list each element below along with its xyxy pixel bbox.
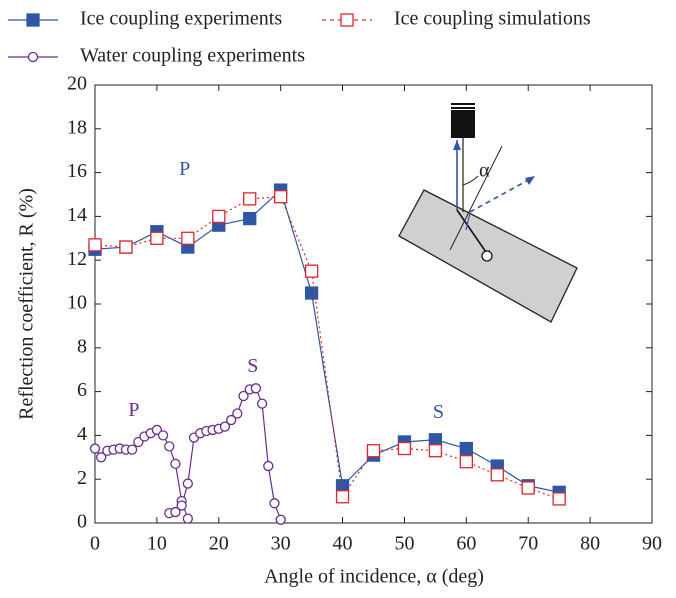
- data-point: [366, 444, 381, 458]
- y-tick-label: 6: [77, 379, 87, 401]
- y-tick-label: 14: [67, 204, 87, 226]
- legend-label: Ice coupling simulations: [394, 8, 591, 30]
- data-point: [88, 238, 102, 252]
- data-point: [269, 498, 280, 509]
- x-tick-label: 10: [147, 533, 167, 555]
- series-line: [94, 387, 282, 520]
- data-point: [250, 383, 262, 394]
- data-point: [182, 478, 193, 489]
- data-point: [275, 514, 286, 525]
- data-point: [335, 490, 350, 504]
- data-point: [232, 408, 243, 419]
- annotation: S: [433, 401, 444, 423]
- legend-marker: [340, 13, 354, 27]
- annotation: P: [128, 399, 139, 421]
- data-point: [170, 506, 181, 518]
- y-tick-label: 4: [77, 423, 87, 445]
- annotation: P: [179, 158, 190, 180]
- legend-label: Water coupling experiments: [80, 45, 305, 67]
- data-point: [521, 481, 535, 495]
- data-point: [164, 441, 175, 452]
- data-point: [181, 231, 195, 245]
- data-point: [304, 264, 319, 278]
- data-point: [96, 452, 107, 463]
- annotation: S: [247, 355, 258, 377]
- data-point: [243, 211, 257, 226]
- inset-diagram: α: [398, 103, 578, 323]
- x-axis-label: Angle of incidence, α (deg): [264, 566, 484, 588]
- legend-marker: [27, 51, 39, 63]
- data-point: [150, 231, 164, 245]
- x-tick-label: 20: [209, 533, 229, 555]
- data-point: [170, 458, 181, 470]
- y-tick-label: 20: [67, 73, 87, 95]
- y-axis-label: Reflection coefficient, R (%): [16, 188, 38, 420]
- x-tick-label: 60: [456, 533, 476, 555]
- y-tick-label: 0: [77, 511, 87, 533]
- y-tick-label: 2: [77, 467, 87, 489]
- x-tick-label: 0: [90, 533, 100, 555]
- data-point: [226, 414, 237, 426]
- data-point: [89, 443, 101, 454]
- y-tick-label: 18: [67, 116, 87, 138]
- x-tick-label: 30: [271, 533, 291, 555]
- x-tick-label: 80: [580, 533, 600, 555]
- data-point: [459, 441, 473, 456]
- data-point: [219, 421, 231, 432]
- data-point: [397, 441, 412, 456]
- x-tick-label: 70: [518, 533, 538, 555]
- y-tick-label: 8: [77, 335, 87, 357]
- data-point: [459, 455, 473, 469]
- data-point: [119, 240, 133, 254]
- data-point: [126, 444, 138, 455]
- data-point: [157, 430, 169, 441]
- legend-marker: [26, 13, 40, 27]
- data-point: [212, 209, 226, 224]
- x-tick-label: 50: [394, 533, 414, 555]
- y-tick-label: 10: [67, 292, 87, 314]
- data-point: [274, 190, 288, 204]
- y-tick-label: 12: [67, 248, 87, 270]
- data-point: [335, 479, 350, 493]
- data-point: [552, 492, 566, 506]
- data-point: [238, 390, 249, 402]
- data-point: [256, 398, 268, 409]
- inset-label: α: [479, 160, 490, 182]
- data-point: [304, 286, 319, 300]
- x-tick-label: 40: [333, 533, 353, 555]
- data-point: [428, 444, 443, 458]
- legend-label: Ice coupling experiments: [80, 8, 282, 30]
- data-point: [263, 460, 274, 472]
- data-point: [428, 433, 443, 447]
- series-line: [94, 189, 560, 493]
- data-point: [243, 192, 257, 206]
- y-tick-label: 16: [67, 160, 87, 182]
- x-tick-label: 90: [642, 533, 662, 555]
- data-point: [490, 468, 504, 482]
- data-point: [176, 500, 187, 511]
- data-point: [182, 513, 193, 524]
